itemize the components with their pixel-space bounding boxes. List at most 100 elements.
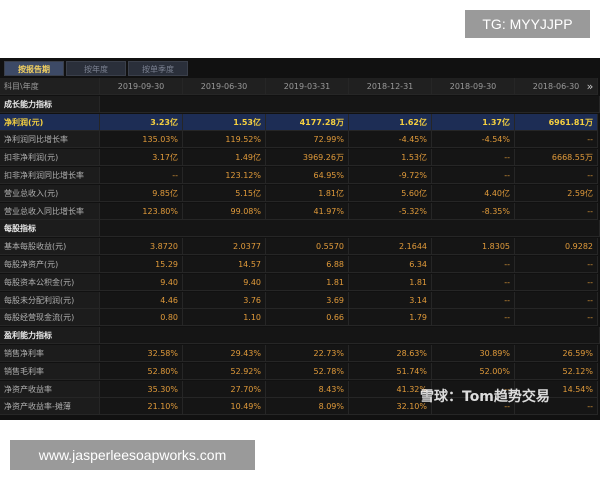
value-cell: -- (432, 309, 515, 327)
row-label: 基本每股收益(元) (0, 238, 100, 256)
row-label: 扣非净利润(元) (0, 149, 100, 167)
value-cell: -8.35% (432, 202, 515, 220)
value-cell: 52.78% (266, 362, 349, 380)
header-cell: 2019-03-31 (266, 78, 349, 95)
value-cell: 9.40 (100, 273, 183, 291)
value-cell: -- (515, 309, 598, 327)
row-label: 每股经营现金流(元) (0, 309, 100, 327)
value-cell: 51.74% (349, 362, 432, 380)
value-cell: 21.10% (100, 398, 183, 416)
value-cell: 29.43% (183, 345, 266, 362)
value-cell: 0.66 (266, 309, 349, 327)
value-cell: 30.89% (432, 345, 515, 362)
value-cell: 4.40亿 (432, 184, 515, 202)
header-cell: 科目\年度 (0, 78, 100, 95)
tab[interactable]: 按报告期 (4, 61, 64, 76)
value-cell: 1.49亿 (183, 149, 266, 167)
value-cell: -- (515, 167, 598, 184)
section-fill (100, 220, 600, 238)
section-title: 每股指标 (0, 220, 100, 238)
row-label: 每股净资产(元) (0, 256, 100, 273)
value-cell: 3.14 (349, 291, 432, 309)
value-cell: 99.08% (183, 202, 266, 220)
value-cell: 64.95% (266, 167, 349, 184)
data-panel: 按报告期 按年度 按单季度科目\年度 2019-09-30 2019-06-30 2019… (0, 58, 600, 420)
value-cell: 4177.28万 (266, 113, 349, 131)
value-cell: -- (515, 256, 598, 273)
value-cell: 6961.81万 (515, 113, 598, 131)
value-cell: 32.10% (349, 398, 432, 416)
value-cell: 3.8720 (100, 238, 183, 256)
value-cell: 52.12% (515, 362, 598, 380)
value-cell: 0.5570 (266, 238, 349, 256)
footer-link: www.jasperleesoapworks.com (10, 440, 255, 470)
value-cell: -- (432, 398, 515, 416)
value-cell: 123.80% (100, 202, 183, 220)
value-cell: 2.0377 (183, 238, 266, 256)
value-cell: -- (515, 273, 598, 291)
value-cell: 41.32% (349, 380, 432, 398)
badge: TG: MYYJJPP (465, 10, 590, 38)
value-cell: 4.46 (100, 291, 183, 309)
watermark: 雪球：Tom趋势交易 (420, 389, 550, 405)
value-cell: -- (432, 149, 515, 167)
value-cell: 123.12% (183, 167, 266, 184)
row-label: 每股未分配利润(元) (0, 291, 100, 309)
value-cell: 72.99% (266, 131, 349, 149)
value-cell: 32.58% (100, 345, 183, 362)
value-cell: -- (515, 202, 598, 220)
value-cell: 3.76 (183, 291, 266, 309)
value-cell: -4.45% (349, 131, 432, 149)
value-cell: 52.80% (100, 362, 183, 380)
value-cell: 1.37亿 (432, 113, 515, 131)
section-fill (100, 95, 600, 113)
value-cell: -4.54% (432, 131, 515, 149)
value-cell: 3.23亿 (100, 113, 183, 131)
value-cell: -9.72% (349, 167, 432, 184)
value-cell: 9.85亿 (100, 184, 183, 202)
value-cell: 6668.55万 (515, 149, 598, 167)
value-cell: -- (515, 291, 598, 309)
value-cell: 1.53亿 (183, 113, 266, 131)
value-cell: 8.43% (266, 380, 349, 398)
value-cell: -- (515, 398, 598, 416)
value-cell: 6.34 (349, 256, 432, 273)
row-label: 净资产收益率 (0, 380, 100, 398)
row-label: 销售净利率 (0, 345, 100, 362)
section-fill (100, 327, 600, 345)
value-cell: 3.17亿 (100, 149, 183, 167)
value-cell: 0.80 (100, 309, 183, 327)
value-cell: 1.62亿 (349, 113, 432, 131)
value-cell: 1.8305 (432, 238, 515, 256)
value-cell: -- (515, 131, 598, 149)
tab[interactable]: 按年度 (66, 61, 126, 76)
value-cell: -- (432, 273, 515, 291)
value-cell: -5.32% (349, 202, 432, 220)
section-title: 盈利能力指标 (0, 327, 100, 345)
header-cell: 2018-12-31 (349, 78, 432, 95)
row-label: 净资产收益率-摊薄 (0, 398, 100, 416)
value-cell: 14.54% (515, 380, 598, 398)
more-arrow[interactable]: » (586, 80, 594, 93)
row-label: 营业总收入同比增长率 (0, 202, 100, 220)
value-cell: 135.03% (100, 131, 183, 149)
value-cell: 5.60亿 (349, 184, 432, 202)
value-cell: 28.63% (349, 345, 432, 362)
value-cell: 1.81亿 (266, 184, 349, 202)
value-cell: 8.09% (266, 398, 349, 416)
row-label: 净利润同比增长率 (0, 131, 100, 149)
row-label: 销售毛利率 (0, 362, 100, 380)
value-cell: -- (432, 291, 515, 309)
value-cell: 52.92% (183, 362, 266, 380)
section-title: 成长能力指标 (0, 95, 100, 113)
header-cell: 2018-06-30 (515, 78, 598, 95)
value-cell: -- (432, 380, 515, 398)
tab[interactable]: 按单季度 (128, 61, 188, 76)
value-cell: 1.81 (266, 273, 349, 291)
header-cell: 2018-09-30 (432, 78, 515, 95)
header-cell: 2019-09-30 (100, 78, 183, 95)
value-cell: 52.00% (432, 362, 515, 380)
row-label: 扣非净利润同比增长率 (0, 167, 100, 184)
header-cell: 2019-06-30 (183, 78, 266, 95)
value-cell: 1.53亿 (349, 149, 432, 167)
